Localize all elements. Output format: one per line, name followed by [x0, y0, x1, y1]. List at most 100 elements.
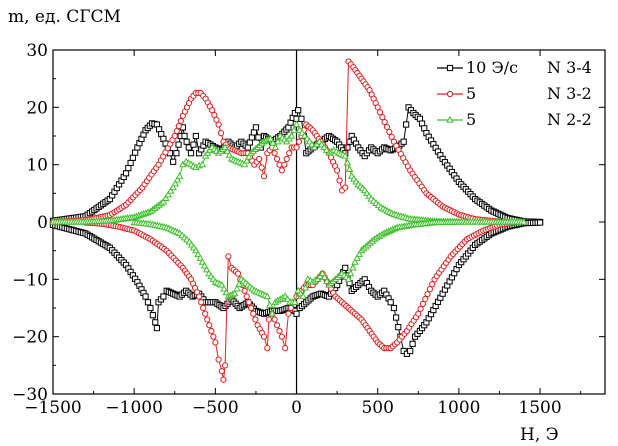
legend-label: 5 — [466, 84, 476, 103]
data-point — [292, 120, 301, 128]
data-point — [202, 310, 209, 317]
data-point — [190, 141, 197, 148]
x-tick-label: 500 — [361, 398, 393, 418]
data-point — [290, 126, 298, 133]
data-point — [379, 114, 386, 121]
data-point — [424, 290, 431, 298]
y-tick-label: −30 — [12, 385, 48, 405]
data-point — [212, 339, 219, 346]
series-line-upper — [52, 60, 508, 223]
y-tick-label: −20 — [12, 328, 48, 348]
data-point — [256, 155, 263, 163]
data-point — [192, 132, 199, 140]
data-point — [194, 250, 202, 258]
data-point — [342, 184, 349, 191]
data-point — [286, 150, 293, 157]
data-point — [383, 123, 391, 131]
data-point — [144, 299, 152, 306]
data-point — [426, 286, 433, 293]
data-point — [147, 304, 154, 312]
data-point — [298, 115, 305, 122]
x-tick-label: −1000 — [105, 398, 163, 418]
data-point — [429, 281, 436, 288]
data-point — [166, 187, 175, 194]
data-point — [265, 316, 273, 323]
data-point — [343, 158, 352, 166]
series-layer — [49, 58, 544, 383]
data-point — [225, 253, 232, 260]
data-point — [160, 293, 167, 300]
x-axis-label: H, Э — [520, 425, 559, 445]
data-point — [271, 150, 278, 157]
data-point — [390, 304, 398, 312]
data-point — [341, 151, 349, 159]
data-point — [170, 158, 177, 165]
data-point — [127, 159, 134, 167]
data-point — [274, 137, 282, 145]
data-point — [122, 170, 130, 177]
data-point — [200, 304, 207, 312]
data-point — [353, 254, 361, 261]
data-point — [187, 150, 195, 157]
data-point — [198, 160, 207, 168]
legend-marker — [446, 90, 454, 98]
data-point — [278, 167, 286, 174]
data-point — [244, 144, 251, 151]
data-point — [200, 261, 209, 269]
y-tick-label: 0 — [37, 213, 48, 233]
data-point — [132, 149, 139, 156]
data-point — [218, 280, 226, 288]
y-tick-label: 20 — [26, 98, 48, 118]
data-point — [202, 265, 211, 273]
data-point — [285, 310, 292, 317]
data-point — [181, 132, 188, 140]
data-point — [240, 160, 249, 168]
data-point — [173, 127, 180, 135]
data-point — [196, 254, 204, 261]
data-point — [221, 143, 229, 151]
data-point — [246, 139, 253, 146]
data-point — [422, 295, 429, 303]
data-point — [349, 263, 357, 271]
data-point — [386, 128, 393, 136]
x-tick-label: −1500 — [24, 398, 82, 418]
data-point — [345, 165, 354, 173]
data-point — [142, 293, 149, 300]
data-point — [245, 152, 253, 160]
data-point — [293, 144, 300, 151]
y-tick-label: −10 — [12, 270, 48, 290]
data-point — [415, 310, 422, 317]
data-point — [260, 173, 268, 180]
data-point — [260, 333, 268, 340]
data-point — [268, 309, 276, 317]
x-axis-ticks: −1500 −1000 −500 0 500 1000 1500 — [24, 50, 582, 418]
data-point — [318, 269, 327, 277]
data-point — [173, 175, 182, 183]
data-point — [222, 288, 230, 296]
data-point — [169, 183, 177, 191]
data-point — [291, 298, 299, 305]
data-point — [196, 293, 203, 300]
data-point — [395, 324, 402, 331]
data-point — [301, 283, 310, 291]
data-point — [320, 273, 329, 281]
data-point — [342, 264, 349, 271]
data-point — [171, 132, 178, 140]
data-point — [250, 310, 257, 317]
data-point — [175, 172, 184, 179]
data-point — [536, 219, 544, 226]
data-point — [183, 138, 190, 145]
x-tick-label: 1000 — [437, 398, 480, 418]
data-point — [273, 155, 281, 163]
data-point — [374, 104, 381, 111]
data-point — [252, 316, 259, 323]
data-point — [164, 190, 173, 198]
data-point — [218, 367, 225, 375]
data-point — [175, 141, 182, 148]
legend-sample: N 3-4 — [547, 58, 592, 77]
data-point — [323, 277, 331, 284]
data-point — [346, 269, 355, 277]
data-point — [204, 316, 211, 323]
data-point — [220, 376, 227, 383]
